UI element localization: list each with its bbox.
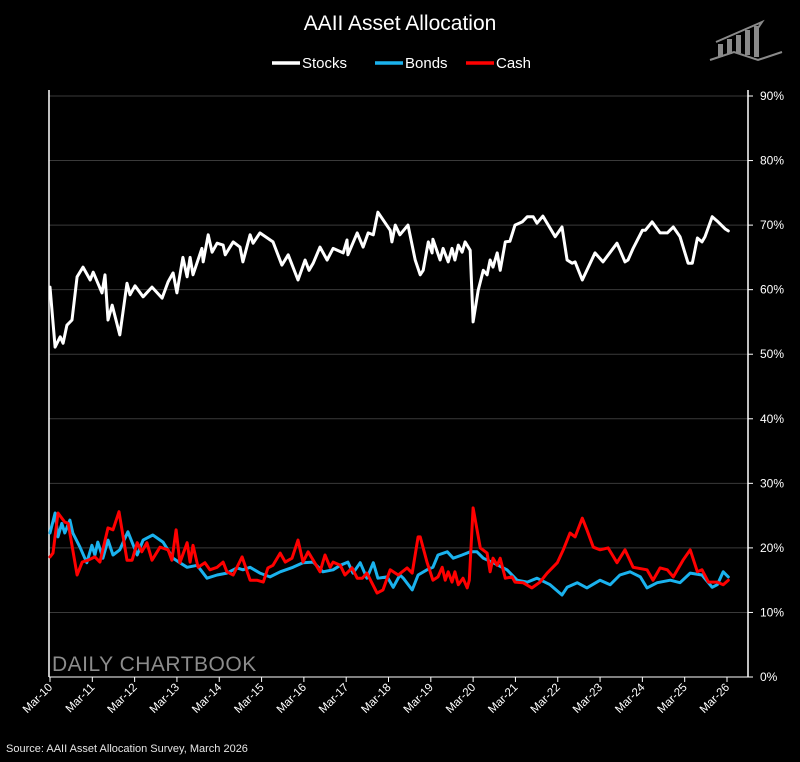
series-line-cash [48, 506, 730, 595]
y-tick-label: 70% [760, 218, 784, 232]
legend-label-cash: Cash [496, 55, 531, 72]
y-tick-label: 80% [760, 154, 784, 168]
legend-label-stocks: Stocks [302, 55, 347, 72]
watermark: DAILY CHARTBOOK [52, 653, 257, 676]
legend: Stocks Bonds Cash [272, 55, 531, 72]
series-line-stocks [48, 210, 730, 349]
y-tick-label: 50% [760, 347, 784, 361]
y-tick-label: 40% [760, 412, 784, 426]
chart-title: AAII Asset Allocation [304, 12, 497, 35]
series-lines [48, 210, 730, 597]
y-tick-label: 0% [760, 670, 778, 684]
logo-icon [709, 19, 783, 62]
y-tick-label: 20% [760, 541, 784, 555]
y-tick-label: 90% [760, 89, 784, 103]
y-tick-label: 60% [760, 283, 784, 297]
y-tick-label: 10% [760, 605, 784, 619]
y-axis: 0% 10% 20% 30% 40% 50% 60% 70% 80% 90% [748, 89, 784, 684]
series-line-bonds [48, 511, 730, 597]
legend-label-bonds: Bonds [405, 55, 448, 72]
source-note: Source: AAII Asset Allocation Survey, Ma… [6, 743, 248, 755]
y-tick-label: 30% [760, 476, 784, 490]
